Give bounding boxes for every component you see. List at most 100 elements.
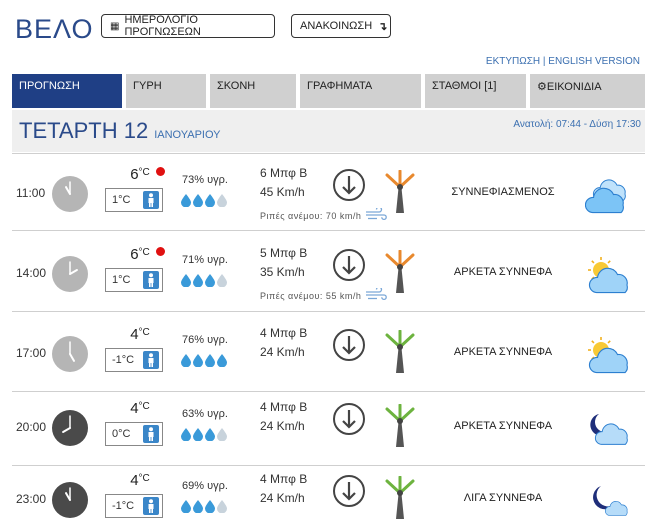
- wind-speed: 24 Km/h: [260, 419, 305, 433]
- date-heading: ΤΕΤΑΡΤΗ 12 ΙΑΝΟΥΑΡΙΟΥ: [19, 118, 221, 144]
- announcement-button-label: ΑΝΑΚΟΙΝΩΣΗ: [300, 20, 373, 32]
- calendar-button-label: ΗΜΕΡΟΛΟΓΙΟ ΠΡΟΓΝΩΣΕΩΝ: [124, 14, 201, 38]
- humidity-drops-icon: [181, 428, 227, 441]
- tab-stations-label: ΣΤΑΘΜΟΙ [1]: [432, 80, 497, 92]
- wind-turbine-icon: [383, 329, 417, 374]
- person-icon: [143, 497, 159, 515]
- svg-text:★: ★: [602, 495, 607, 502]
- tab-icons-label: ΕΙΚΟΝΙΔΙΑ: [546, 81, 602, 93]
- temperature: 4°C: [120, 472, 160, 489]
- temperature-unit: °C: [138, 401, 150, 412]
- forecast-calendar-button[interactable]: ▦ ΗΜΕΡΟΛΟΓΙΟ ΠΡΟΓΝΩΣΕΩΝ: [101, 14, 275, 38]
- forecast-row: 20:00 4°C 0°C 63% υγρ. 4 Μπφ Β 24 Km/h ΑΡ…: [12, 388, 645, 466]
- humidity-drops-icon: [181, 354, 227, 367]
- tab-dust[interactable]: ΣΚΟΝΗ: [210, 74, 296, 108]
- tab-bar: ΠΡΟΓΝΩΣΗ ΓΥΡΗ ΣΚΟΝΗ ΓΡΑΦΗΜΑΤΑ ΣΤΑΘΜΟΙ [1…: [12, 74, 645, 108]
- temperature-value: 4: [130, 326, 139, 343]
- date-day: ΤΕΤΑΡΤΗ 12: [19, 118, 149, 143]
- svg-text:★: ★: [600, 422, 605, 429]
- person-icon: [143, 425, 159, 443]
- wind-gust-text: Ριπές ανέμου: 70 km/h: [260, 211, 362, 221]
- header-links: ΕΚΤΥΠΩΣΗ | ENGLISH VERSION: [486, 56, 640, 67]
- print-link[interactable]: ΕΚΤΥΠΩΣΗ: [485, 56, 541, 67]
- forecast-time: 20:00: [16, 420, 47, 434]
- forecast-row: 23:00 4°C -1°C 69% υγρ. 4 Μπφ Β 24 Km/h Λ…: [12, 460, 645, 526]
- feels-like-box: -1°C: [105, 348, 163, 372]
- clock-icon: [52, 482, 88, 518]
- humidity-drops-icon: [181, 500, 227, 513]
- forecast-time: 14:00: [16, 266, 47, 280]
- weather-description: ΣΥΝΝΕΦΙΑΣΜΕΝΟΣ: [451, 186, 555, 198]
- announcement-button[interactable]: ΑΝΑΚΟΙΝΩΣΗ ↴: [291, 14, 391, 38]
- calendar-icon: ▦: [110, 20, 120, 32]
- clock-icon: [52, 410, 88, 446]
- wind-gust-icon: [361, 206, 388, 224]
- temperature: 4°C: [120, 400, 160, 417]
- wind-direction-arrow-icon: [332, 168, 366, 202]
- tab-stations[interactable]: ΣΤΑΘΜΟΙ [1]: [425, 74, 526, 108]
- temperature-unit: °C: [138, 167, 150, 178]
- feels-like-box: 1°C: [105, 188, 163, 212]
- temperature-value: 6: [130, 166, 139, 183]
- temperature: 6°C: [120, 246, 160, 263]
- feels-like-box: -1°C: [105, 494, 163, 518]
- humidity: 69% υγρ.: [182, 480, 228, 492]
- feels-like-value: -1°C: [112, 354, 135, 366]
- temperature: 6°C: [120, 166, 160, 183]
- partly-cloudy-day-icon: [585, 256, 631, 296]
- english-version-link[interactable]: ENGLISH VERSION: [548, 56, 640, 67]
- humidity: 71% υγρ.: [182, 254, 228, 266]
- feels-like-box: 1°C: [105, 268, 163, 292]
- wind-turbine-icon: [383, 475, 417, 520]
- temperature: 4°C: [120, 326, 160, 343]
- tab-icons[interactable]: ⚙ΕΙΚΟΝΙΔΙΑ: [530, 74, 645, 108]
- humidity: 73% υγρ.: [182, 174, 228, 186]
- gear-icon: ⚙: [537, 81, 547, 93]
- date-bar: ΤΕΤΑΡΤΗ 12 ΙΑΝΟΥΑΡΙΟΥ Ανατολή: 07:44 - Δύ…: [12, 110, 645, 152]
- humidity-drops-icon: [181, 194, 227, 207]
- tab-pollen[interactable]: ΓΥΡΗ: [126, 74, 206, 108]
- date-month: ΙΑΝΟΥΑΡΙΟΥ: [154, 129, 221, 141]
- feels-like-box: 0°C: [105, 422, 163, 446]
- wind-direction-arrow-icon: [332, 474, 366, 508]
- temperature-unit: °C: [138, 473, 150, 484]
- wind-gust: Ριπές ανέμου: 70 km/h: [260, 206, 388, 224]
- wind-info: 6 Μπφ Β 45 Km/h: [260, 164, 307, 202]
- tab-charts-label: ΓΡΑΦΗΜΑΤΑ: [307, 80, 373, 92]
- cloudy-icon: [584, 176, 631, 216]
- forecast-row: 11:00 6°C 1°C 73% υγρ. 6 Μπφ Β 45 Km/h Ρι…: [12, 153, 645, 231]
- wind-direction-arrow-icon: [332, 402, 366, 436]
- temperature-value: 4: [130, 400, 139, 417]
- person-icon: [143, 271, 159, 289]
- wind-speed: 35 Km/h: [260, 265, 305, 279]
- link-separator: |: [540, 56, 549, 67]
- clock-icon: [52, 176, 88, 212]
- tab-charts[interactable]: ΓΡΑΦΗΜΑΤΑ: [300, 74, 421, 108]
- humidity-drops-icon: [181, 274, 227, 287]
- page-title: ΒΕΛΟ: [15, 14, 94, 44]
- wind-info: 4 Μπφ Β 24 Km/h: [260, 470, 307, 508]
- temperature-value: 6: [130, 246, 139, 263]
- wind-speed: 24 Km/h: [260, 491, 305, 505]
- humidity: 76% υγρ.: [182, 334, 228, 346]
- wind-beaufort: 4 Μπφ Β: [260, 400, 308, 414]
- weather-description: ΑΡΚΕΤΑ ΣΥΝΝΕΦΑ: [453, 346, 553, 358]
- wind-speed: 45 Km/h: [260, 185, 305, 199]
- clock-icon: [52, 336, 88, 372]
- wind-speed: 24 Km/h: [260, 345, 305, 359]
- weather-description: ΛΙΓΑ ΣΥΝΝΕΦΑ: [463, 492, 543, 504]
- arrow-down-icon: ↴: [378, 20, 388, 33]
- few-clouds-night-icon: ★: [585, 482, 631, 522]
- wind-gust-icon: [361, 286, 388, 304]
- partly-cloudy-day-icon: [585, 336, 631, 376]
- tab-pollen-label: ΓΥΡΗ: [133, 80, 162, 92]
- tab-forecast[interactable]: ΠΡΟΓΝΩΣΗ: [12, 74, 122, 108]
- wind-beaufort: 6 Μπφ Β: [260, 166, 308, 180]
- tab-forecast-label: ΠΡΟΓΝΩΣΗ: [19, 80, 80, 92]
- wind-info: 5 Μπφ Β 35 Km/h: [260, 244, 307, 282]
- tab-dust-label: ΣΚΟΝΗ: [217, 80, 256, 92]
- warning-dot-icon: [156, 167, 165, 176]
- person-icon: [143, 191, 159, 209]
- temperature-value: 4: [130, 472, 139, 489]
- wind-gust: Ριπές ανέμου: 55 km/h: [260, 286, 388, 304]
